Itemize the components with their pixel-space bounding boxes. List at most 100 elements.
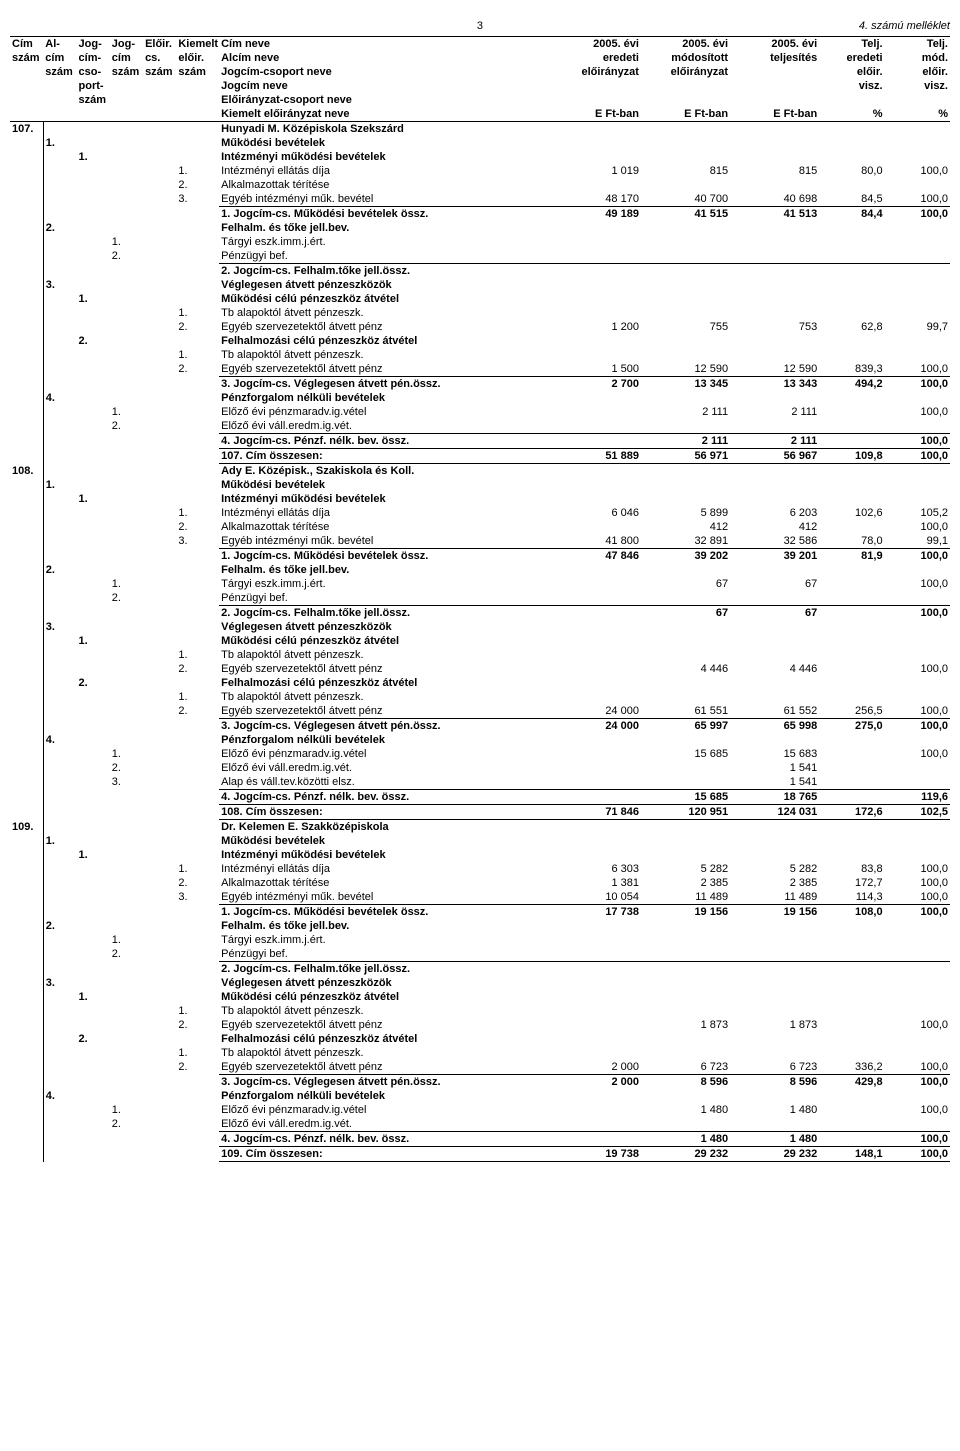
row-cell xyxy=(77,164,110,178)
row-cell xyxy=(176,676,219,690)
row-cell: 109. xyxy=(10,820,43,835)
row-cell xyxy=(730,947,819,962)
row-cell: 3. xyxy=(43,278,76,292)
row-cell xyxy=(552,1117,641,1132)
row-cell: 1 381 xyxy=(552,876,641,890)
row-cell xyxy=(10,563,43,577)
hdr-c4b: eredeti xyxy=(819,51,884,65)
row-cell xyxy=(43,264,76,279)
row-cell xyxy=(43,719,76,734)
row-cell xyxy=(43,1004,76,1018)
table-row: 3.Egyéb intézményi műk. bevétel41 80032 … xyxy=(10,534,950,549)
row-cell xyxy=(176,492,219,506)
row-cell xyxy=(10,662,43,676)
row-cell xyxy=(552,1103,641,1117)
row-cell xyxy=(10,1060,43,1075)
row-cell xyxy=(10,292,43,306)
row-cell xyxy=(819,306,884,320)
table-row: 1. Jogcím-cs. Működési bevételek össz.47… xyxy=(10,549,950,564)
row-cell xyxy=(143,577,176,591)
row-cell xyxy=(143,620,176,634)
row-cell xyxy=(10,676,43,690)
row-cell xyxy=(77,478,110,492)
row-cell xyxy=(552,690,641,704)
row-name: Pénzforgalom nélküli bevételek xyxy=(219,1089,552,1103)
table-row: 1.Működési célú pénzeszköz átvétel xyxy=(10,990,950,1004)
row-name: 3. Jogcím-cs. Véglegesen átvett pén.össz… xyxy=(219,719,552,734)
row-cell xyxy=(730,221,819,235)
row-cell: 2 000 xyxy=(552,1060,641,1075)
row-cell xyxy=(176,747,219,761)
row-cell: 2. xyxy=(176,362,219,377)
row-cell xyxy=(77,662,110,676)
row-cell: 15 683 xyxy=(730,747,819,761)
row-cell: 10 054 xyxy=(552,890,641,905)
row-cell xyxy=(77,178,110,192)
row-cell xyxy=(110,690,143,704)
row-cell xyxy=(176,136,219,150)
row-cell xyxy=(77,876,110,890)
row-cell xyxy=(730,690,819,704)
row-cell: 3. xyxy=(176,890,219,905)
row-cell xyxy=(77,221,110,235)
row-name: 109. Cím összesen: xyxy=(219,1147,552,1162)
row-name: Működési célú pénzeszköz átvétel xyxy=(219,990,552,1004)
row-cell xyxy=(77,320,110,334)
row-cell: 2. xyxy=(176,320,219,334)
row-cell xyxy=(43,122,76,137)
hdr-c5d: visz. xyxy=(885,79,950,93)
row-cell xyxy=(43,933,76,947)
row-cell xyxy=(176,1132,219,1147)
row-cell xyxy=(10,534,43,549)
row-cell xyxy=(110,890,143,905)
row-cell xyxy=(43,1032,76,1046)
table-row: 1.Tb alapoktól átvett pénzeszk. xyxy=(10,1046,950,1060)
row-cell xyxy=(641,820,730,835)
row-cell xyxy=(819,478,884,492)
row-cell xyxy=(641,178,730,192)
row-name: 107. Cím összesen: xyxy=(219,449,552,464)
row-cell xyxy=(143,1103,176,1117)
row-cell: 1 541 xyxy=(730,775,819,790)
row-cell xyxy=(552,676,641,690)
row-cell: 172,6 xyxy=(819,805,884,820)
row-cell xyxy=(10,1075,43,1090)
row-cell xyxy=(819,848,884,862)
row-cell xyxy=(143,733,176,747)
row-cell xyxy=(641,1046,730,1060)
row-cell xyxy=(641,990,730,1004)
row-cell: 2 111 xyxy=(641,434,730,449)
row-cell: 84,5 xyxy=(819,192,884,207)
row-cell xyxy=(885,221,950,235)
row-cell xyxy=(552,464,641,479)
hdr-jog4: port- xyxy=(77,79,110,93)
row-cell xyxy=(77,1004,110,1018)
row-name: Tárgyi eszk.imm.j.ért. xyxy=(219,577,552,591)
row-cell xyxy=(176,122,219,137)
row-cell xyxy=(552,648,641,662)
hdr-eloir: Előir. xyxy=(143,37,176,52)
table-row: 4. Jogcím-cs. Pénzf. nélk. bev. össz.2 1… xyxy=(10,434,950,449)
row-cell xyxy=(819,492,884,506)
row-cell xyxy=(143,933,176,947)
row-cell: 2. xyxy=(176,1018,219,1032)
row-name: Előző évi váll.eredm.ig.vét. xyxy=(219,419,552,434)
row-cell xyxy=(819,1132,884,1147)
row-cell xyxy=(819,634,884,648)
table-row: 2.Egyéb szervezetektől átvett pénz1 5001… xyxy=(10,362,950,377)
table-row: 1. Jogcím-cs. Működési bevételek össz.49… xyxy=(10,207,950,222)
row-cell xyxy=(43,1132,76,1147)
row-cell xyxy=(885,591,950,606)
row-cell xyxy=(176,905,219,920)
row-cell xyxy=(176,1032,219,1046)
row-cell xyxy=(641,478,730,492)
row-cell xyxy=(77,549,110,564)
row-cell xyxy=(110,662,143,676)
row-cell: 3. xyxy=(176,192,219,207)
row-cell xyxy=(819,577,884,591)
row-cell xyxy=(143,192,176,207)
row-name: 2. Jogcím-cs. Felhalm.tőke jell.össz. xyxy=(219,264,552,279)
row-cell xyxy=(552,306,641,320)
row-cell xyxy=(110,506,143,520)
table-row: 1.Tb alapoktól átvett pénzeszk. xyxy=(10,690,950,704)
